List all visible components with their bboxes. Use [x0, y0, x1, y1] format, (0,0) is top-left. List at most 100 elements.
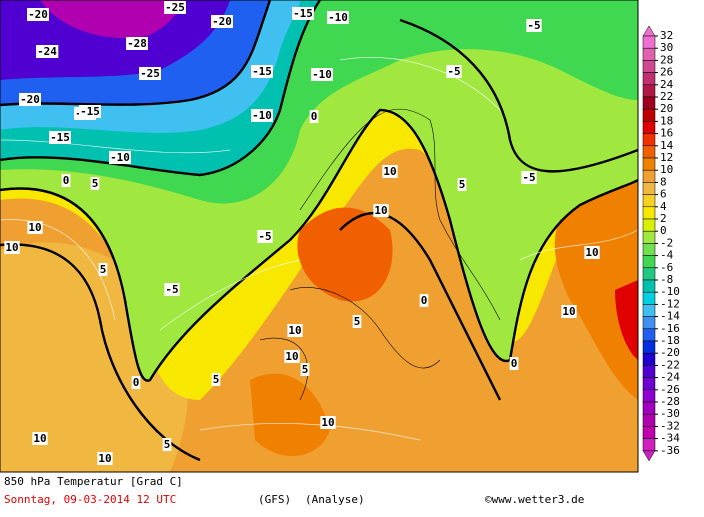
contour-label: -10	[109, 151, 131, 164]
contour-label-text: -25	[165, 1, 185, 14]
contour-label-text: -20	[20, 93, 40, 106]
contour-label: -20	[211, 15, 233, 28]
contour-label: 5	[211, 373, 221, 386]
contour-label-text: -25	[140, 67, 160, 80]
contour-label-text: 5	[92, 177, 99, 190]
colorbar-label: -32	[660, 419, 680, 432]
contour-label-text: 0	[421, 294, 428, 307]
contour-label-box	[211, 373, 221, 386]
colorbar-label: 22	[660, 90, 673, 103]
contour-label-box	[90, 177, 100, 190]
contour-labels: -20-25-20-15-10-24-28-25-20-15-10-15-20-…	[4, 1, 600, 465]
contour-label: -10	[311, 68, 333, 81]
contour-label: 10	[320, 416, 336, 429]
contour-label-box	[211, 15, 233, 28]
contour-label: -15	[79, 105, 101, 118]
warm-east	[554, 180, 638, 400]
contour-label: 10	[97, 452, 113, 465]
colorbar-label: 10	[660, 163, 673, 176]
contour-label-box	[97, 452, 113, 465]
colorbar-swatch	[642, 352, 656, 366]
colorbar-label: 8	[660, 175, 667, 188]
contour-label-box	[327, 11, 349, 24]
contour-label: -25	[139, 67, 161, 80]
contour-label-text: -5	[447, 65, 460, 78]
contour-label-box	[311, 68, 333, 81]
contour-label: -20	[19, 93, 41, 106]
colorbar-swatch	[642, 377, 656, 391]
contour-label: 0	[61, 174, 71, 187]
colorbar-swatch	[642, 133, 656, 147]
colorbar-label: -14	[660, 310, 680, 323]
colorbar-swatch	[642, 328, 656, 342]
contour-label: 10	[27, 221, 43, 234]
colorbar-swatch	[642, 267, 656, 281]
colorbar-swatch	[642, 340, 656, 354]
colorbar: 32302826242220181614121086420-2-4-6-8-10…	[642, 25, 680, 462]
colorbar-label: -16	[660, 322, 680, 335]
contour-label-box	[164, 283, 180, 296]
colorbar-label: 18	[660, 114, 673, 127]
contour-label-text: -15	[80, 105, 100, 118]
contour-label-box	[27, 221, 43, 234]
colorbar-label: 16	[660, 127, 673, 140]
contour-label-box	[257, 230, 273, 243]
colorbar-label: -28	[660, 395, 680, 408]
colorbar-label: 4	[660, 200, 667, 213]
contour-label-text: 0	[311, 110, 318, 123]
colorbar-swatch	[642, 401, 656, 415]
contour-label-box	[526, 19, 542, 32]
contour-label-box	[521, 171, 537, 184]
colorbar-label: 2	[660, 212, 667, 225]
thick-contours	[0, 0, 639, 462]
contour-label: -15	[49, 131, 71, 144]
contour-label-text: -10	[110, 151, 130, 164]
contour-label-text: -20	[212, 15, 232, 28]
contour-label-box	[457, 178, 467, 191]
contour-label-text: -28	[127, 37, 147, 50]
colorbar-label: -34	[660, 432, 680, 445]
contour-label-box	[446, 65, 462, 78]
colorbar-label: 12	[660, 151, 673, 164]
contour-label-box	[32, 432, 48, 445]
colorbar-label: -20	[660, 346, 680, 359]
contour-label: -5	[526, 19, 542, 32]
colorbar-swatch	[642, 121, 656, 134]
warm-core	[297, 207, 393, 302]
contour-label-text: -20	[28, 8, 48, 21]
colorbar-swatch	[642, 243, 656, 256]
contour-label-box	[131, 376, 141, 389]
contour-label-text: 10	[28, 221, 41, 234]
contour-label-box	[373, 204, 389, 217]
contour-label-box	[284, 350, 300, 363]
colorbar-swatch	[642, 72, 656, 86]
map	[0, 0, 639, 472]
colorbar-label: -26	[660, 383, 680, 396]
colorbar-label: -4	[660, 249, 674, 262]
run-type: (Analyse)	[305, 493, 365, 506]
contour-label-text: -15	[293, 7, 313, 20]
contour-label: -15	[251, 65, 273, 78]
contour-label-text: 10	[285, 350, 298, 363]
colorbar-label: 30	[660, 41, 673, 54]
contour-label-text: -5	[522, 171, 535, 184]
colorbar-swatch	[642, 218, 656, 232]
contour-label-text: 10	[585, 246, 598, 259]
colorbar-swatch	[642, 279, 656, 293]
contour-label-box	[584, 246, 600, 259]
contour-label-text: 5	[459, 178, 466, 191]
contour-label-text: 5	[354, 315, 361, 328]
colorbar-label: 6	[660, 188, 667, 201]
contour-label-text: 10	[33, 432, 46, 445]
warm-africa	[250, 373, 330, 457]
contour-label: 10	[561, 305, 577, 318]
contour-label-box	[509, 357, 519, 370]
contour-label-box	[251, 109, 273, 122]
contour-label: 0	[131, 376, 141, 389]
colorbar-swatch	[642, 47, 656, 61]
contour-label-box	[109, 151, 131, 164]
contour-label-box	[287, 324, 303, 337]
contour-label-text: -24	[37, 45, 57, 58]
contour-label-box	[164, 1, 186, 14]
contour-label: -5	[446, 65, 462, 78]
